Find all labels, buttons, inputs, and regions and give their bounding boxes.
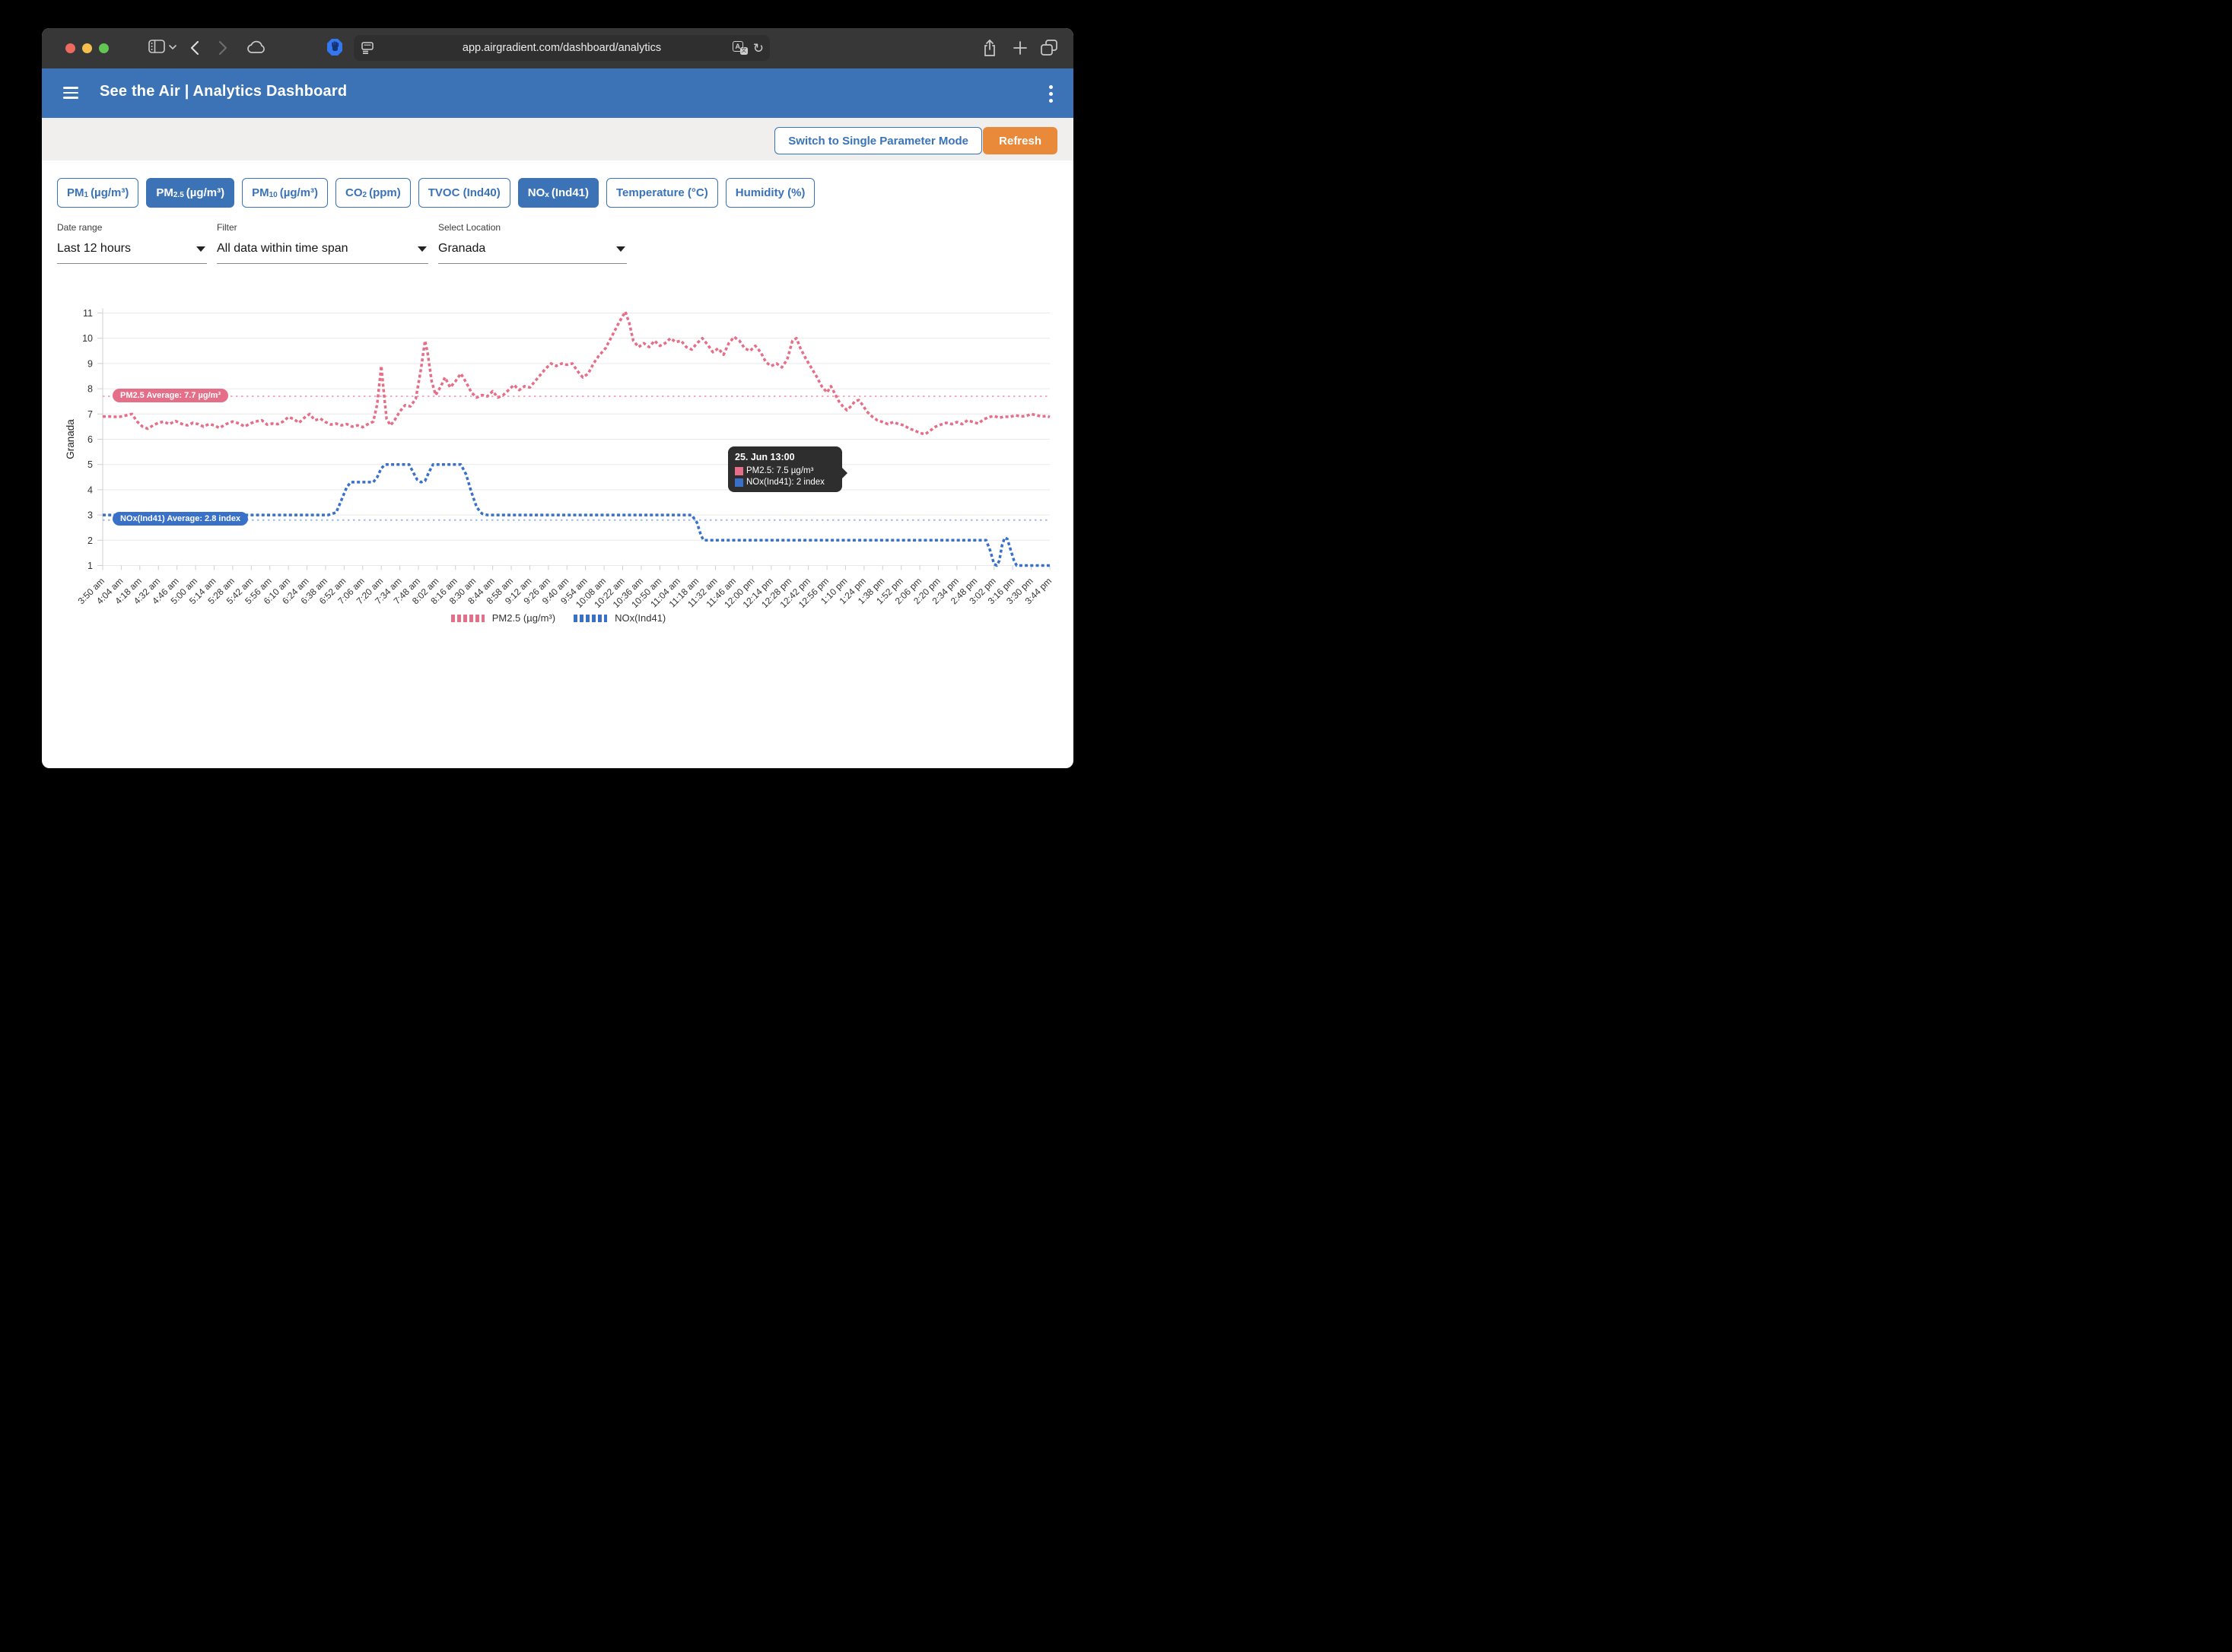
series-line	[103, 310, 1051, 436]
date-range-label: Date range	[57, 222, 103, 233]
menu-icon[interactable]	[63, 87, 78, 99]
filter-value: All data within time span	[217, 242, 348, 255]
chart-area[interactable]: 1 2 3 4 5 6 7 8 9 10 11 Granada 3:50 am 4:04 am 4:18 a…	[42, 298, 1073, 637]
y-tick-label: 2	[87, 535, 93, 546]
y-axis-label: Granada	[65, 419, 76, 459]
minimize-window-button[interactable]	[82, 43, 92, 53]
chart-tooltip: 25. Jun 13:00 PM2.5: 7.5 µg/m³ NOx(Ind41)…	[728, 446, 847, 492]
tooltip-row: NOx(Ind41): 2 index	[735, 478, 835, 487]
url-text[interactable]: app.airgradient.com/dashboard/analytics	[462, 42, 662, 54]
parameter-button-row: PM 1 (µg/m³) PM 2.5 (µg/m³) PM 10 (µg/m³) CO 2 …	[57, 178, 816, 208]
chevron-down-icon	[616, 246, 625, 252]
chart-legend: PM2.5 (µg/m³) NOx(Ind41)	[42, 612, 1073, 624]
parameter-button-pm1[interactable]: PM 1 (µg/m³)	[57, 178, 139, 208]
actions-toolbar: Switch to Single Parameter Mode Refresh	[42, 118, 1073, 160]
tooltip-row: PM2.5: 7.5 µg/m³	[735, 466, 835, 475]
app-header: See the Air | Analytics Dashboard	[42, 68, 1073, 118]
y-tick-label: 5	[87, 459, 93, 470]
tooltip-swatch	[735, 478, 743, 487]
reader-view-icon[interactable]	[361, 42, 374, 54]
reload-icon[interactable]: ↻	[752, 40, 764, 56]
y-tick-label: 1	[87, 561, 93, 571]
location-label: Select Location	[438, 222, 501, 233]
y-tick-label: 9	[87, 358, 93, 369]
legend-item[interactable]: PM2.5 (µg/m³)	[450, 612, 556, 624]
parameter-button-nox[interactable]: NO x (Ind41)	[517, 178, 599, 208]
y-tick-label: 3	[87, 510, 93, 521]
zoom-window-button[interactable]	[99, 43, 109, 53]
y-tick-label: 4	[87, 484, 93, 495]
parameter-button-tvoc-ind40-[interactable]: TVOC (Ind40)	[418, 178, 510, 208]
sidebar-toggle-icon[interactable]	[148, 40, 165, 53]
back-icon[interactable]	[190, 40, 199, 56]
nox-average-badge: NOx(Ind41) Average: 2.8 index	[113, 512, 249, 526]
tooltip-swatch	[735, 466, 743, 475]
pm25-average-badge: PM2.5 Average: 7.7 µg/m³	[113, 388, 229, 402]
parameter-button-co2[interactable]: CO 2 (ppm)	[335, 178, 411, 208]
y-tick-label: 10	[82, 333, 93, 344]
new-tab-icon[interactable]	[1013, 41, 1027, 55]
sidebar-chevron-down-icon[interactable]	[169, 45, 176, 50]
refresh-button[interactable]: Refresh	[983, 127, 1057, 154]
parameter-button-pm10[interactable]: PM 10 (µg/m³)	[242, 178, 329, 208]
y-tick-label: 8	[87, 384, 93, 395]
tooltip-arrow	[842, 468, 847, 478]
date-range-select[interactable]: Date range Last 12 hours	[57, 222, 207, 264]
y-tick-label: 6	[87, 434, 93, 445]
filter-select[interactable]: Filter All data within time span	[217, 222, 428, 264]
parameter-button-pm2.5[interactable]: PM 2.5 (µg/m³)	[146, 178, 235, 208]
location-value: Granada	[438, 242, 486, 255]
chevron-down-icon	[418, 246, 427, 252]
browser-titlebar: app.airgradient.com/dashboard/analytics …	[42, 28, 1073, 69]
translate-icon[interactable]: A 文	[732, 41, 748, 55]
y-tick-label: 7	[87, 409, 93, 420]
filter-label: Filter	[217, 222, 237, 233]
privacy-extension-icon[interactable]	[326, 38, 344, 58]
kebab-menu-icon[interactable]	[1049, 85, 1054, 106]
share-icon[interactable]	[983, 39, 997, 57]
legend-item[interactable]: NOx(Ind41)	[574, 612, 666, 624]
parameter-button-humidity-[interactable]: Humidity (%)	[725, 178, 816, 208]
switch-mode-button[interactable]: Switch to Single Parameter Mode	[774, 127, 982, 154]
series-line	[103, 462, 1050, 567]
browser-window: app.airgradient.com/dashboard/analytics …	[42, 28, 1073, 768]
date-range-value: Last 12 hours	[57, 242, 131, 255]
forward-icon[interactable]	[218, 40, 227, 56]
tooltip-timestamp: 25. Jun 13:00	[735, 452, 795, 462]
chevron-down-icon	[196, 246, 205, 252]
close-window-button[interactable]	[65, 43, 75, 53]
y-tick-label: 11	[83, 308, 93, 319]
icloud-tabs-icon[interactable]	[246, 40, 267, 56]
tab-overview-icon[interactable]	[1040, 39, 1058, 57]
parameter-button-temperature-c-[interactable]: Temperature (°C)	[606, 178, 718, 208]
url-bar[interactable]: app.airgradient.com/dashboard/analytics …	[354, 35, 770, 61]
location-select[interactable]: Select Location Granada	[438, 222, 627, 264]
page-title: See the Air | Analytics Dashboard	[100, 83, 348, 100]
